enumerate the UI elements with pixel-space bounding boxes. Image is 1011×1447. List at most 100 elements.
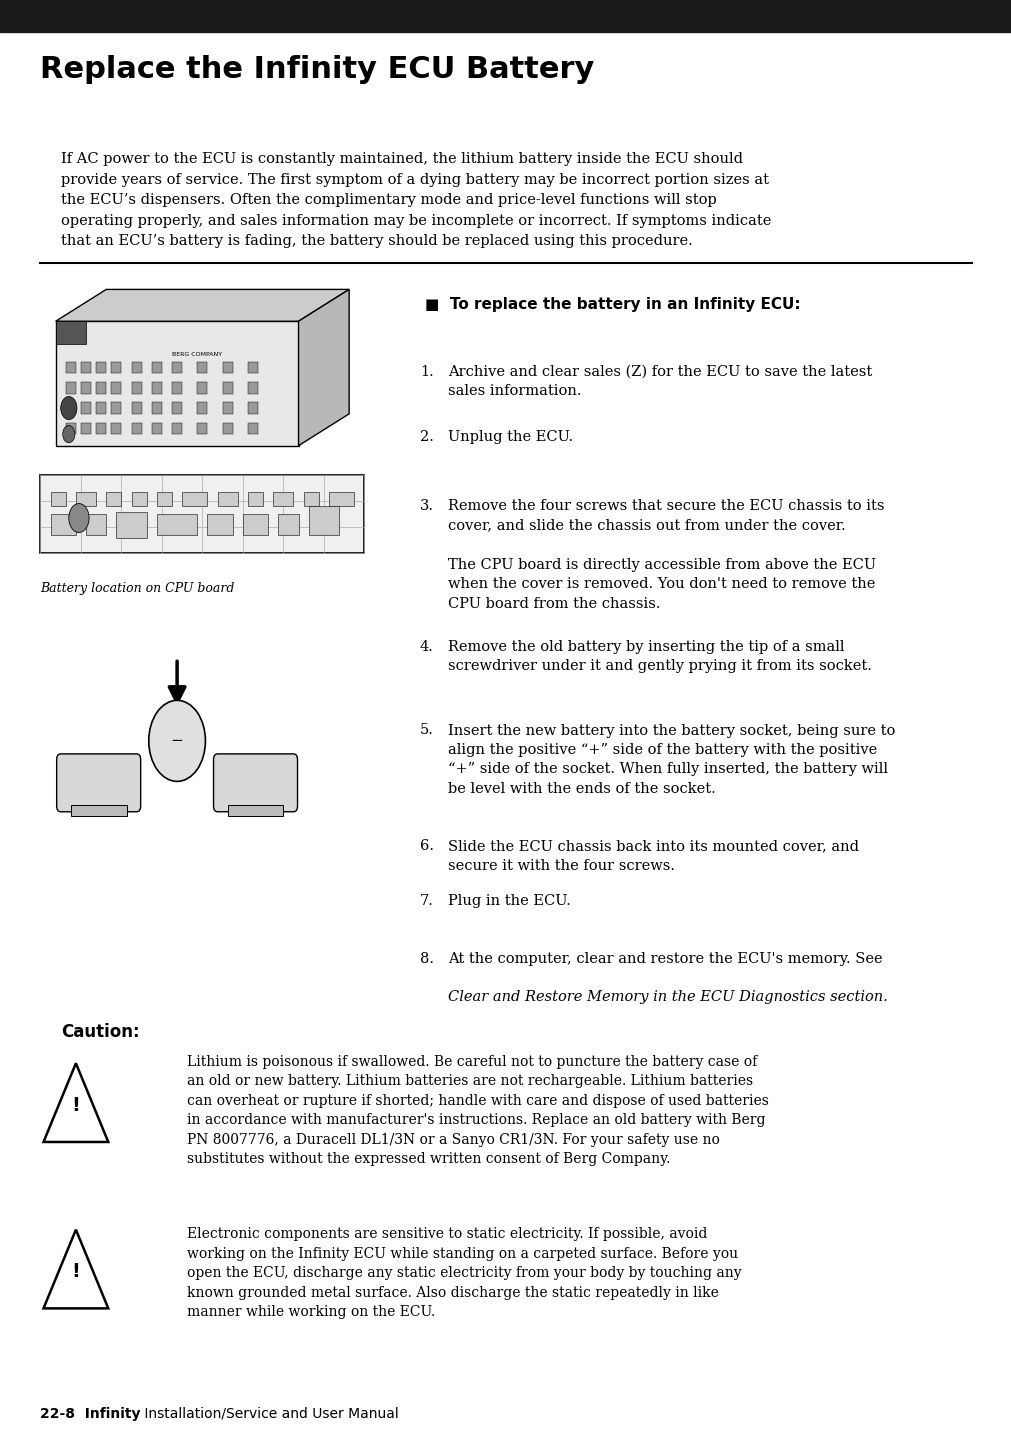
Bar — [96, 423, 106, 434]
Bar — [66, 402, 76, 414]
Bar — [172, 402, 182, 414]
Text: Electronic components are sensitive to static electricity. If possible, avoid
wo: Electronic components are sensitive to s… — [187, 1227, 741, 1320]
Text: !: ! — [72, 1262, 80, 1282]
Bar — [222, 362, 233, 373]
Text: 6.: 6. — [420, 839, 434, 854]
Bar — [116, 512, 147, 538]
Bar — [71, 805, 126, 816]
Bar — [152, 402, 162, 414]
Bar — [308, 506, 339, 535]
Bar — [278, 514, 298, 535]
Bar — [248, 382, 258, 394]
Bar — [248, 362, 258, 373]
Polygon shape — [43, 1064, 108, 1142]
Text: BERG COMPANY: BERG COMPANY — [172, 352, 222, 357]
Text: Remove the old battery by inserting the tip of a small
screwdriver under it and : Remove the old battery by inserting the … — [448, 640, 871, 673]
Bar — [217, 492, 238, 506]
Text: 1.: 1. — [420, 365, 434, 379]
Bar — [248, 492, 263, 506]
Bar — [222, 423, 233, 434]
Text: Slide the ECU chassis back into its mounted cover, and
secure it with the four s: Slide the ECU chassis back into its moun… — [448, 839, 858, 873]
Bar — [243, 514, 268, 535]
Text: ■  To replace the battery in an Infinity ECU:: ■ To replace the battery in an Infinity … — [425, 297, 800, 311]
Text: If AC power to the ECU is constantly maintained, the lithium battery inside the : If AC power to the ECU is constantly mai… — [61, 152, 770, 249]
Bar — [207, 514, 233, 535]
Bar — [273, 492, 293, 506]
Bar — [96, 362, 106, 373]
Bar — [66, 423, 76, 434]
Bar — [131, 423, 142, 434]
Bar — [157, 514, 197, 535]
Text: 5.: 5. — [420, 724, 434, 738]
Bar — [172, 382, 182, 394]
Bar — [157, 492, 172, 506]
Text: Battery location on CPU board: Battery location on CPU board — [40, 582, 235, 595]
Polygon shape — [56, 289, 349, 321]
Text: Plug in the ECU.: Plug in the ECU. — [448, 894, 570, 909]
Circle shape — [149, 700, 205, 781]
Bar — [81, 402, 91, 414]
Bar — [81, 382, 91, 394]
Bar — [106, 492, 121, 506]
Text: Archive and clear sales (Z) for the ECU to save the latest
sales information.: Archive and clear sales (Z) for the ECU … — [448, 365, 871, 398]
FancyBboxPatch shape — [213, 754, 297, 812]
Bar — [152, 423, 162, 434]
Text: Replace the Infinity ECU Battery: Replace the Infinity ECU Battery — [40, 55, 594, 84]
Bar — [172, 362, 182, 373]
Bar — [131, 362, 142, 373]
Text: Remove the four screws that secure the ECU chassis to its
cover, and slide the c: Remove the four screws that secure the E… — [448, 499, 884, 611]
Bar — [111, 402, 121, 414]
Circle shape — [63, 425, 75, 443]
Bar — [96, 402, 106, 414]
Bar — [227, 805, 283, 816]
Bar — [197, 402, 207, 414]
Text: Lithium is poisonous if swallowed. Be careful not to puncture the battery case o: Lithium is poisonous if swallowed. Be ca… — [187, 1055, 768, 1166]
Bar — [329, 492, 354, 506]
Bar — [51, 492, 66, 506]
Text: Insert the new battery into the battery socket, being sure to
align the positive: Insert the new battery into the battery … — [448, 724, 895, 796]
Bar — [152, 382, 162, 394]
Bar — [248, 423, 258, 434]
Polygon shape — [56, 321, 298, 446]
Polygon shape — [40, 475, 364, 553]
Bar — [51, 514, 76, 535]
Bar — [0, 0, 1011, 32]
Bar — [152, 362, 162, 373]
Text: Caution:: Caution: — [61, 1023, 140, 1040]
Text: 2.: 2. — [420, 430, 434, 444]
Polygon shape — [298, 289, 349, 446]
FancyBboxPatch shape — [57, 754, 141, 812]
Bar — [131, 402, 142, 414]
Text: At the computer, clear and restore the ECU's memory. See: At the computer, clear and restore the E… — [448, 952, 882, 967]
Bar — [81, 423, 91, 434]
Text: 7.: 7. — [420, 894, 434, 909]
Bar — [303, 492, 318, 506]
Bar — [81, 362, 91, 373]
Text: −: − — [171, 734, 183, 748]
Text: Clear and Restore Memory in the ECU Diagnostics section.: Clear and Restore Memory in the ECU Diag… — [448, 990, 888, 1004]
Bar — [197, 362, 207, 373]
Bar — [66, 362, 76, 373]
Polygon shape — [43, 1230, 108, 1308]
Circle shape — [69, 504, 89, 532]
Bar — [197, 423, 207, 434]
Bar — [248, 402, 258, 414]
Bar — [111, 423, 121, 434]
Bar — [111, 382, 121, 394]
Bar — [222, 382, 233, 394]
Bar — [172, 423, 182, 434]
Text: 3.: 3. — [420, 499, 434, 514]
Text: Installation/Service and User Manual: Installation/Service and User Manual — [140, 1406, 398, 1421]
Bar — [111, 362, 121, 373]
Text: 4.: 4. — [420, 640, 434, 654]
Bar — [131, 492, 147, 506]
Bar — [182, 492, 207, 506]
Text: 8.: 8. — [420, 952, 434, 967]
Text: Unplug the ECU.: Unplug the ECU. — [448, 430, 573, 444]
Bar — [131, 382, 142, 394]
Text: 22-8  Infinity: 22-8 Infinity — [40, 1406, 141, 1421]
Bar — [96, 382, 106, 394]
Bar — [222, 402, 233, 414]
Bar — [197, 382, 207, 394]
Circle shape — [61, 396, 77, 420]
